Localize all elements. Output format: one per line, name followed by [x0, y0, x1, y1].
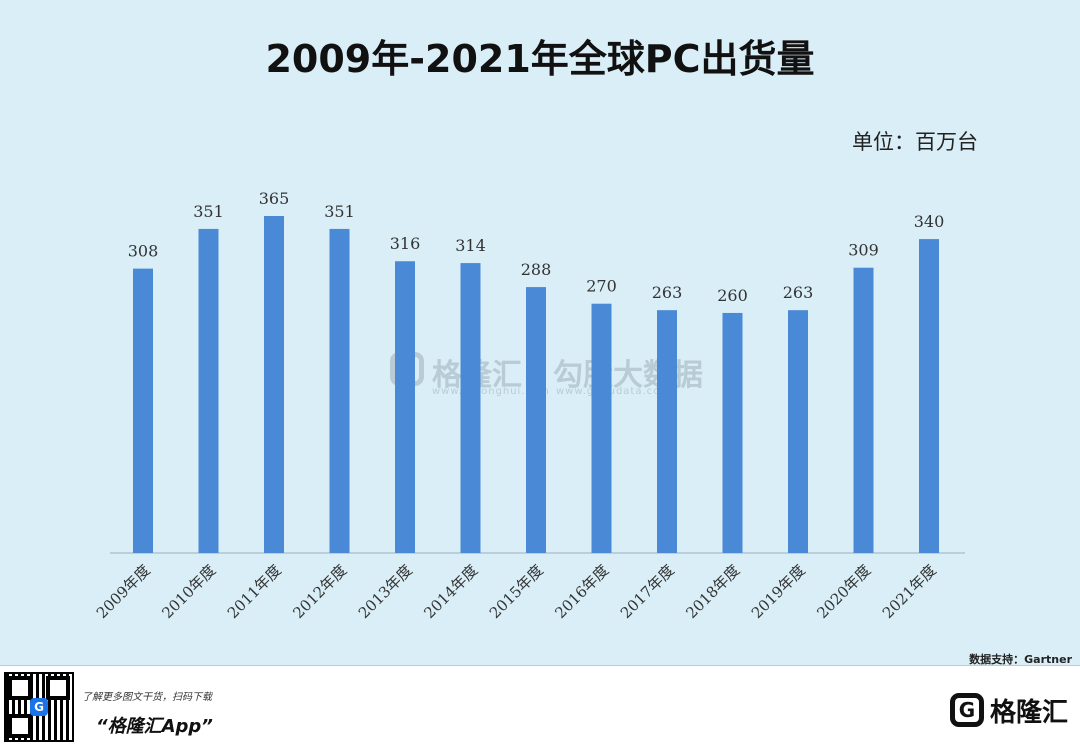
data-label: 263 — [652, 283, 683, 302]
data-label: 316 — [390, 234, 421, 253]
bar-2016年度[interactable] — [591, 303, 612, 553]
x-tick-label: 2010年度 — [158, 561, 219, 622]
bar-2018年度[interactable] — [722, 312, 743, 553]
bar-2020年度[interactable] — [853, 267, 874, 553]
data-label: 314 — [455, 236, 486, 255]
data-label: 351 — [324, 202, 355, 221]
x-tick-label: 2021年度 — [879, 561, 940, 622]
data-label: 308 — [128, 242, 159, 261]
footer-brand: G 格隆汇 — [949, 690, 1068, 730]
bar-2017年度[interactable] — [657, 310, 677, 553]
bar-2009年度[interactable] — [133, 268, 153, 553]
footer-divider — [0, 665, 1080, 666]
bar-2011年度[interactable] — [264, 216, 284, 553]
bar-2010年度[interactable] — [198, 228, 219, 553]
bar-2019年度[interactable] — [788, 310, 808, 553]
x-tick-label: 2016年度 — [551, 561, 612, 622]
unit-label: 单位：百万台 — [852, 130, 978, 154]
x-tick-label: 2011年度 — [224, 561, 285, 622]
data-label: 351 — [193, 202, 224, 221]
bar-chart: 308 2009年度 351 2010年度 365 2011年度 351 2012年度 316 2… — [93, 189, 965, 622]
qr-logo-icon: G — [30, 698, 48, 716]
x-tick-label: 2009年度 — [93, 561, 154, 622]
brand-logo-icon: G — [949, 693, 984, 727]
bar-2021年度[interactable] — [919, 239, 939, 553]
bar-2013年度[interactable] — [395, 261, 415, 553]
data-source: 数据支持：Gartner — [969, 653, 1072, 666]
promo-text: 了解更多图文干货，扫码下载 — [82, 692, 212, 703]
data-label: 309 — [848, 241, 879, 260]
x-tick-label: 2015年度 — [486, 561, 547, 622]
watermark-partner-url: www.gogudata.com — [556, 386, 672, 397]
watermark-brand-url: www.gelonghui.com — [432, 386, 550, 397]
data-label: 270 — [586, 277, 617, 296]
bar-2015年度[interactable] — [526, 287, 546, 553]
watermark-partner: 勾股大数据 — [553, 358, 703, 393]
promo-app-name: “格隆汇App” — [96, 716, 213, 737]
x-tick-label: 2014年度 — [420, 561, 481, 622]
x-tick-label: 2020年度 — [813, 561, 874, 622]
data-label: 365 — [259, 189, 290, 208]
x-tick-label: 2019年度 — [748, 561, 809, 622]
data-label: 260 — [717, 286, 748, 305]
chart-title: 2009年-2021年全球PC出货量 — [265, 37, 815, 81]
x-tick-label: 2012年度 — [289, 561, 350, 622]
x-tick-label: 2018年度 — [682, 561, 743, 622]
data-label: 340 — [914, 212, 945, 231]
x-tick-label: 2017年度 — [617, 561, 678, 622]
bar-2012年度[interactable] — [329, 228, 350, 553]
x-tick-label: 2013年度 — [355, 561, 416, 622]
qr-code-icon[interactable]: G — [4, 672, 74, 742]
brand-name: 格隆汇 — [989, 697, 1068, 728]
bar-2014年度[interactable] — [460, 263, 481, 553]
data-label: 263 — [783, 283, 814, 302]
data-label: 288 — [521, 260, 552, 279]
